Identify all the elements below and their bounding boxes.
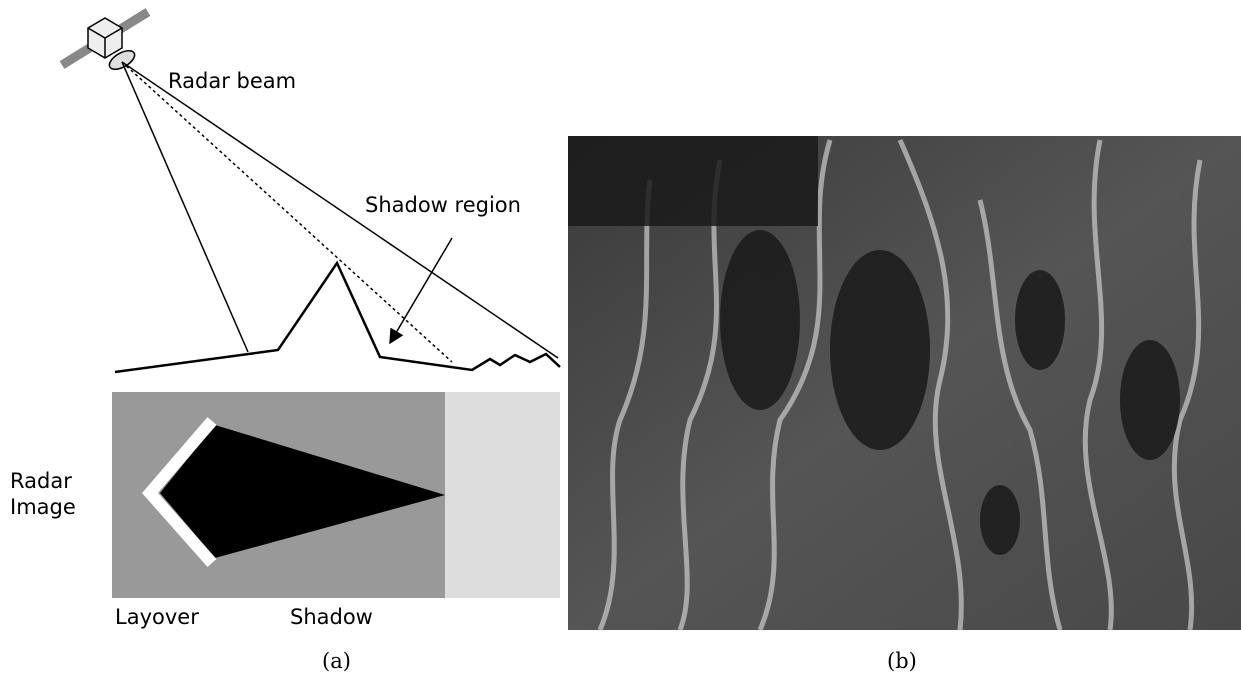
figure: Radar beam Shadow region Radar Image Lay… [0, 0, 1241, 677]
caption: (b) [887, 649, 917, 673]
panel-b: (b) [568, 136, 1241, 673]
layover-label: Layover [115, 605, 199, 629]
satellite [62, 12, 148, 73]
shadow-region-label: Shadow region [365, 193, 521, 217]
terrain [115, 263, 560, 372]
image-label: Radar [10, 469, 72, 493]
arrow [390, 238, 452, 343]
far-area [445, 392, 560, 598]
beam-label: Radar beam [168, 69, 296, 93]
page: Radar beam Shadow region Radar Image Lay… [0, 0, 1241, 677]
caption: (a) [322, 649, 351, 673]
shadow-label: Shadow [290, 605, 373, 629]
image-label: Image [10, 495, 76, 519]
panel-a: Radar beam Shadow region Radar Image Lay… [10, 12, 560, 673]
